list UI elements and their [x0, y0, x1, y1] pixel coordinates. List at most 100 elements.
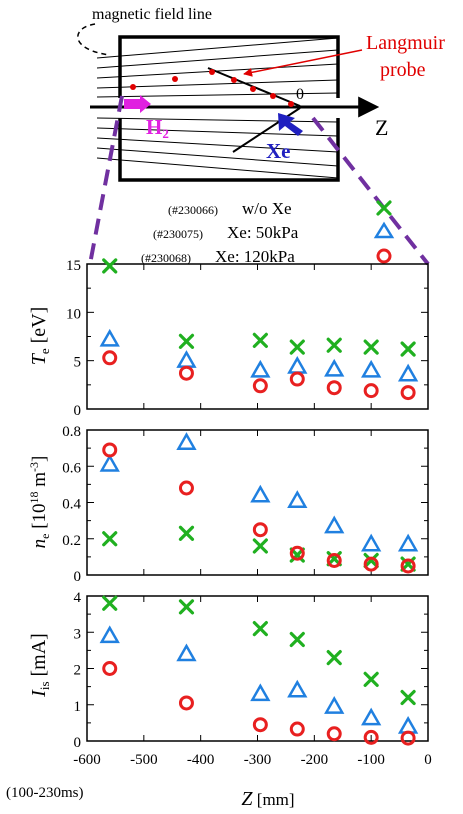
data-point-triangle — [176, 643, 197, 662]
data-point-cross — [326, 337, 342, 353]
device-schematic: magnetic field line Z 0 — [77, 6, 445, 266]
data-point-circle — [400, 730, 416, 746]
data-point-circle — [252, 717, 268, 733]
data-point-circle — [252, 378, 268, 394]
device-box-top — [118, 35, 340, 98]
data-point-triangle — [176, 432, 197, 450]
time-window-label: (100-230ms) — [6, 785, 84, 801]
data-point-cross — [102, 258, 118, 274]
h2-injection: H2 — [124, 95, 169, 141]
xlabel-symbol: Z — [241, 788, 253, 810]
y-tick-label: 0 — [74, 735, 82, 751]
ylabel-ne-unit2: m — [29, 472, 50, 492]
dashed-projection-left — [88, 95, 124, 265]
panel-3: -600 -500 -400 -300 -200 -100 0 0 1 2 3 4 — [73, 590, 432, 768]
x-tick-label: -300 — [244, 752, 272, 768]
legend-entry-50kpa: (#230075) Xe: 50kPa — [153, 221, 395, 242]
data-point-circle — [289, 721, 305, 737]
z-axis-label: Z — [375, 115, 388, 140]
y-tick-label: 4 — [74, 590, 82, 606]
x-tick-label: -200 — [301, 752, 329, 768]
y-tick-label: 0 — [74, 403, 82, 419]
data-point-cross — [363, 552, 379, 569]
y-tick-label: 0 — [74, 569, 82, 585]
data-point-triangle — [361, 707, 382, 726]
panel-1: 0 5 10 15 — [66, 258, 429, 419]
probe-label-arrow — [243, 49, 363, 77]
data-point-triangle — [250, 683, 271, 702]
xlabel: Z [mm] — [241, 788, 294, 810]
data-point-circle — [252, 522, 268, 538]
origin-label: 0 — [296, 86, 304, 103]
field-line-dashed-curve — [77, 23, 111, 56]
h2-label: H — [146, 115, 162, 139]
ylabel-ne-sub: e — [38, 534, 52, 539]
data-point-triangle — [250, 359, 271, 378]
h2-arrow — [124, 95, 151, 113]
ylabel-te-unit: [eV] — [28, 307, 50, 349]
ylabel-ne-unit: [10 — [29, 503, 50, 533]
data-point-cross — [178, 525, 195, 541]
data-point-triangle — [287, 490, 308, 508]
xlabel-unit: [mm] — [253, 790, 295, 809]
data-point-triangle — [361, 533, 382, 552]
data-point-circle — [363, 729, 379, 745]
y-tick-label: 0.6 — [62, 460, 81, 476]
legend-entry-120kpa: (#230068) Xe: 120kPa — [141, 247, 392, 266]
svg-text:H2: H2 — [146, 115, 169, 141]
x-tick-label: -600 — [73, 752, 101, 768]
data-point-cross — [326, 650, 342, 666]
y-tick-label: 15 — [66, 258, 81, 274]
legend-shot-3: (#230068) — [141, 251, 191, 265]
data-point-circle — [178, 695, 194, 711]
data-point-cross — [102, 531, 118, 547]
data-point-cross — [252, 621, 268, 637]
x-tick-label: -400 — [187, 752, 215, 768]
legend-entry-wo-xe: (#230066) w/o Xe — [168, 199, 392, 218]
data-point-triangle — [99, 625, 120, 644]
xe-arrow — [278, 113, 303, 136]
data-point-triangle — [287, 355, 308, 374]
ylabel-iis: Iis [mA] — [28, 633, 52, 698]
data-point-triangle — [324, 696, 345, 714]
data-point-triangle — [397, 715, 419, 734]
xe-injection-line — [232, 107, 301, 153]
ylabel-iis-unit: [mA] — [28, 633, 50, 681]
data-point-circle — [178, 365, 194, 381]
data-point-circle — [400, 385, 416, 401]
legend-label-1: w/o Xe — [242, 199, 292, 218]
data-point-circle — [289, 545, 305, 561]
data-point-circle — [363, 383, 379, 399]
series-cross — [102, 258, 416, 357]
series-circle — [102, 442, 416, 574]
data-point-cross — [252, 332, 268, 348]
data-point-circle — [326, 380, 342, 396]
legend-shot-2: (#230075) — [153, 227, 203, 241]
ylabel-te-symbol: T — [28, 352, 50, 365]
data-point-cross — [102, 595, 118, 611]
ylabel-te: Te [eV] — [28, 307, 52, 366]
data-point-triangle — [176, 350, 197, 368]
data-point-cross — [178, 599, 195, 615]
data-point-cross — [289, 631, 305, 648]
data-point-cross — [252, 538, 268, 554]
h2-subscript: 2 — [162, 126, 169, 141]
data-point-circle — [102, 442, 118, 458]
field-line-label: magnetic field line — [92, 6, 212, 23]
data-point-circle — [102, 350, 118, 366]
data-point-cross — [400, 341, 416, 357]
xe-injection: Xe — [266, 113, 303, 163]
data-point-circle — [363, 556, 379, 572]
ylabel-iis-symbol: I — [28, 689, 50, 698]
legend: (#230066) w/o Xe (#230075) Xe: 50kPa (#2… — [141, 199, 395, 266]
data-point-circle — [178, 480, 194, 496]
y-tick-label: 0.4 — [62, 497, 81, 513]
data-point-circle — [400, 558, 416, 574]
series-cross — [102, 525, 416, 572]
y-tick-label: 3 — [74, 626, 82, 642]
x-tick-label: 0 — [424, 752, 432, 768]
series-circle — [102, 661, 416, 746]
data-point-circle — [289, 371, 305, 387]
